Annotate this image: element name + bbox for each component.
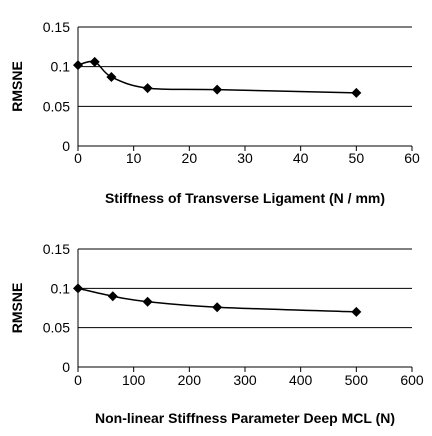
data-point-marker — [107, 291, 118, 302]
x-tick-label: 500 — [345, 372, 369, 388]
y-tick-label: 0 — [62, 359, 70, 375]
y-axis-title: RMSNE — [9, 61, 25, 112]
x-tick-label: 10 — [126, 150, 142, 166]
y-axis-title: RMSNE — [9, 283, 25, 334]
data-point-marker — [73, 283, 83, 294]
data-point-marker — [351, 306, 362, 317]
x-tick-label: 600 — [400, 372, 424, 388]
x-tick-label: 20 — [182, 150, 198, 166]
data-point-marker — [212, 302, 223, 313]
y-tick-label: 0.05 — [43, 320, 70, 336]
x-tick-label: 400 — [289, 372, 313, 388]
x-tick-label: 40 — [293, 150, 309, 166]
data-point-marker — [351, 87, 362, 98]
y-tick-label: 0.1 — [51, 59, 71, 75]
y-tick-label: 0 — [62, 138, 70, 154]
x-tick-label: 0 — [74, 372, 82, 388]
x-tick-label: 100 — [122, 372, 146, 388]
series-line — [77, 287, 357, 313]
x-tick-label: 60 — [404, 150, 420, 166]
x-tick-label: 30 — [237, 150, 253, 166]
x-tick-label: 0 — [74, 150, 82, 166]
x-tick-label: 200 — [178, 372, 202, 388]
data-point-marker — [142, 83, 153, 94]
data-point-marker — [212, 84, 223, 95]
data-point-marker — [89, 56, 100, 67]
x-axis-title: Non-linear Stiffness Parameter Deep MCL … — [95, 410, 395, 426]
data-point-marker — [73, 60, 83, 71]
x-axis-title: Stiffness of Transverse Ligament (N / mm… — [105, 190, 385, 206]
y-tick-label: 0.15 — [43, 19, 70, 35]
data-point-marker — [142, 296, 153, 307]
x-tick-label: 300 — [233, 372, 257, 388]
y-tick-label: 0.15 — [43, 241, 70, 257]
x-tick-label: 50 — [349, 150, 365, 166]
y-tick-label: 0.1 — [51, 280, 71, 296]
y-tick-label: 0.05 — [43, 98, 70, 114]
data-point-marker — [106, 71, 117, 82]
